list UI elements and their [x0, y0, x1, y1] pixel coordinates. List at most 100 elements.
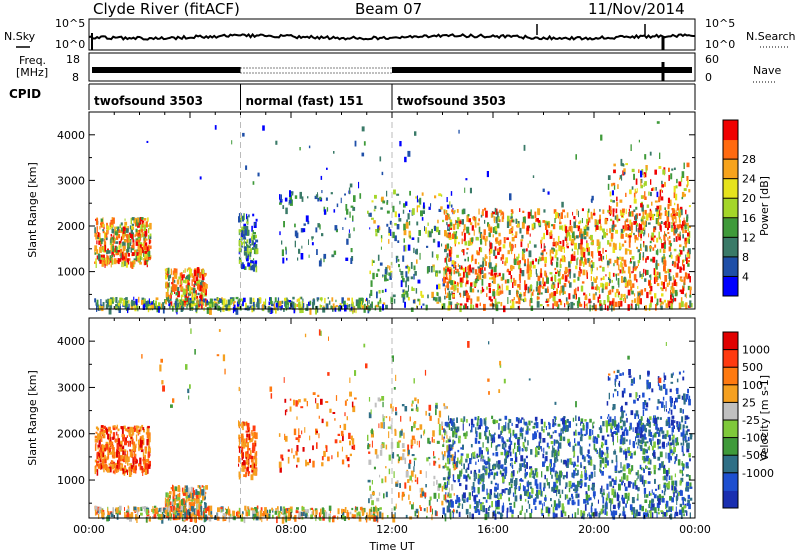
- velocity-cell: [101, 450, 105, 454]
- power-cell: [453, 280, 455, 287]
- power-cell: [520, 241, 523, 248]
- power-cell: [403, 230, 407, 236]
- velocity-cell: [637, 470, 639, 477]
- velocity-cell: [132, 441, 136, 447]
- velocity-cell: [352, 405, 356, 413]
- velocity-cell: [252, 436, 254, 441]
- velocity-cell: [176, 507, 179, 511]
- velocity-cell: [565, 482, 568, 488]
- velocity-cell: [239, 439, 241, 443]
- velocity-cell: [426, 507, 428, 513]
- velocity-cell: [333, 515, 336, 518]
- power-cell: [551, 247, 554, 251]
- power-cell: [681, 196, 684, 200]
- velocity-cell: [144, 469, 148, 475]
- power-cell: [472, 268, 474, 274]
- power-cell: [177, 291, 180, 298]
- power-cell: [626, 295, 628, 299]
- power-cell: [450, 191, 453, 196]
- velocity-cell: [185, 485, 188, 493]
- velocity-cell: [172, 484, 174, 492]
- power-cell: [518, 305, 520, 311]
- power-cell: [675, 216, 677, 224]
- velocity-cell: [199, 506, 201, 510]
- power-cell: [438, 230, 440, 235]
- power-cell: [252, 213, 255, 217]
- power-cell: [573, 255, 576, 261]
- power-cell: [510, 248, 513, 255]
- velocity-cell: [272, 508, 274, 513]
- power-cell: [249, 248, 252, 254]
- power-cell: [600, 277, 602, 281]
- power-cell: [126, 251, 128, 254]
- power-cell: [489, 251, 491, 256]
- power-cell: [114, 226, 116, 232]
- power-cell: [398, 218, 402, 222]
- nsky-tick-top: 10^5: [55, 17, 85, 30]
- power-cell: [479, 264, 483, 267]
- velocity-cell: [103, 468, 105, 473]
- power-cell: [653, 277, 656, 284]
- velocity-cell: [123, 425, 126, 429]
- power-cell: [611, 227, 614, 232]
- velocity-cell: [178, 508, 181, 512]
- velocity-cell: [243, 438, 246, 445]
- power-cell: [258, 298, 260, 306]
- velocity-cell: [405, 514, 408, 519]
- power-cell: [476, 303, 479, 308]
- power-cell: [381, 238, 383, 243]
- power-cell: [593, 212, 596, 216]
- power-cell: [139, 249, 143, 256]
- velocity-cell: [280, 454, 284, 459]
- velocity-cell: [221, 509, 223, 513]
- velocity-cell: [138, 447, 140, 452]
- power-cell: [250, 265, 254, 271]
- velocity-cell: [446, 434, 448, 439]
- velocity-cell: [606, 425, 608, 433]
- power-cell: [104, 238, 106, 242]
- power-cell: [254, 260, 257, 267]
- power-cell: [631, 213, 633, 216]
- power-cell: [682, 221, 684, 226]
- power-cell: [636, 246, 638, 249]
- power-cell: [473, 217, 476, 221]
- power-cell: [407, 150, 411, 157]
- power-cell: [646, 291, 649, 299]
- power-cell: [495, 227, 498, 232]
- velocity-cell: [224, 507, 226, 511]
- velocity-cell: [346, 416, 348, 421]
- power-cell: [298, 248, 301, 254]
- power-cell: [654, 200, 658, 203]
- power-cell: [608, 303, 611, 309]
- power-cell: [448, 257, 451, 262]
- power-cell: [186, 305, 188, 309]
- velocity-cell: [298, 399, 301, 403]
- velocity-cell: [501, 464, 504, 469]
- power-cell: [463, 290, 466, 296]
- velocity-cell: [141, 506, 145, 509]
- power-cell: [204, 298, 207, 301]
- velocity-cell: [432, 430, 435, 437]
- power-cell: [301, 300, 303, 307]
- power-cell: [664, 233, 667, 236]
- power-cell: [635, 191, 637, 194]
- power-cell: [151, 301, 153, 306]
- power-cell: [621, 243, 625, 247]
- velocity-cell: [280, 511, 283, 515]
- power-cell: [496, 223, 500, 229]
- power-cell: [465, 282, 467, 287]
- power-cell: [102, 224, 105, 227]
- power-cell: [467, 265, 470, 271]
- power-cell: [658, 231, 660, 238]
- velocity-cell: [241, 447, 244, 453]
- power-cell: [674, 229, 677, 234]
- power-cell: [445, 272, 448, 278]
- power-cell: [675, 236, 678, 242]
- power-cell: [664, 241, 666, 249]
- power-cell: [206, 307, 209, 314]
- power-cell: [573, 303, 575, 306]
- power-cell: [222, 298, 226, 306]
- velocity-cell: [101, 448, 105, 452]
- power-cell: [168, 299, 170, 303]
- power-cell: [500, 276, 504, 281]
